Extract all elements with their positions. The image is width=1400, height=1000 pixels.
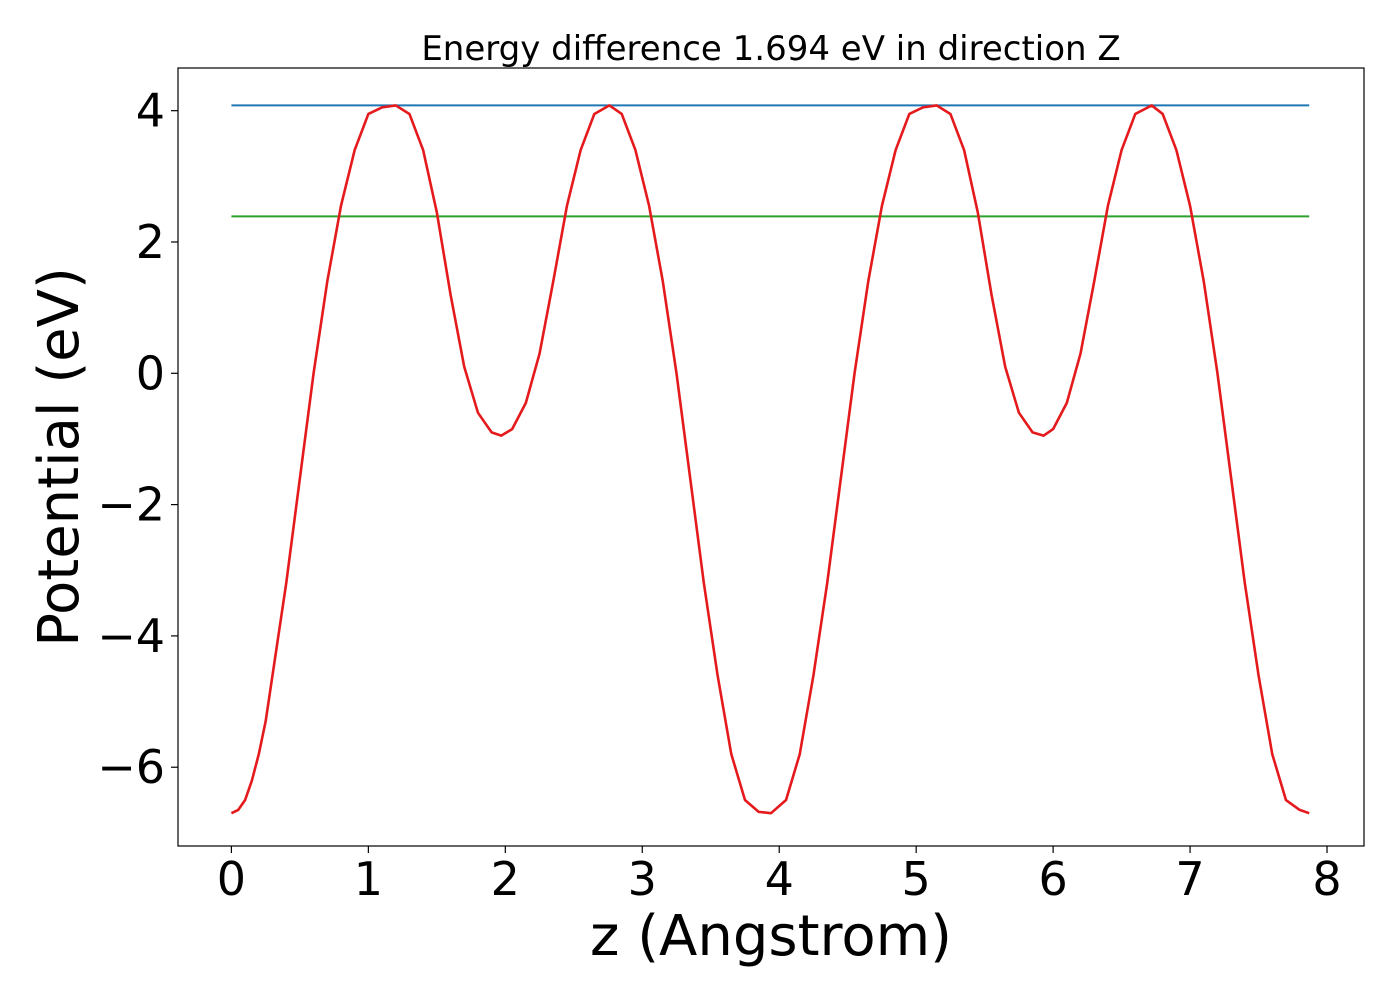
x-tick-label: 6 (1038, 852, 1067, 906)
x-tick-label: 1 (354, 852, 383, 906)
x-axis: 0 1 2 3 4 5 6 7 8 (217, 846, 1342, 906)
x-tick-label: 5 (902, 852, 931, 906)
y-tick-label: 4 (136, 84, 165, 138)
series-line-2 (230, 104, 1310, 815)
x-tick-label: 2 (491, 852, 520, 906)
y-tick-label: 2 (136, 215, 165, 269)
x-tick-label: 7 (1175, 852, 1204, 906)
series-layer (230, 104, 1310, 815)
y-tick-label: −6 (97, 740, 165, 794)
y-tick-label: 0 (136, 346, 165, 400)
y-tick-label: −2 (97, 478, 165, 532)
plot-frame (177, 67, 1365, 847)
x-axis-label: z (Angstrom) (590, 904, 952, 969)
chart-title: Energy difference 1.694 eV in direction … (421, 29, 1120, 69)
x-tick-label: 8 (1312, 852, 1341, 906)
x-tick-label: 4 (765, 852, 794, 906)
y-axis: −6 −4 −2 0 2 4 (97, 84, 178, 794)
x-tick-label: 0 (217, 852, 246, 906)
y-axis-label: Potential (eV) (27, 267, 92, 647)
x-tick-label: 3 (628, 852, 657, 906)
y-tick-label: −4 (97, 609, 165, 663)
